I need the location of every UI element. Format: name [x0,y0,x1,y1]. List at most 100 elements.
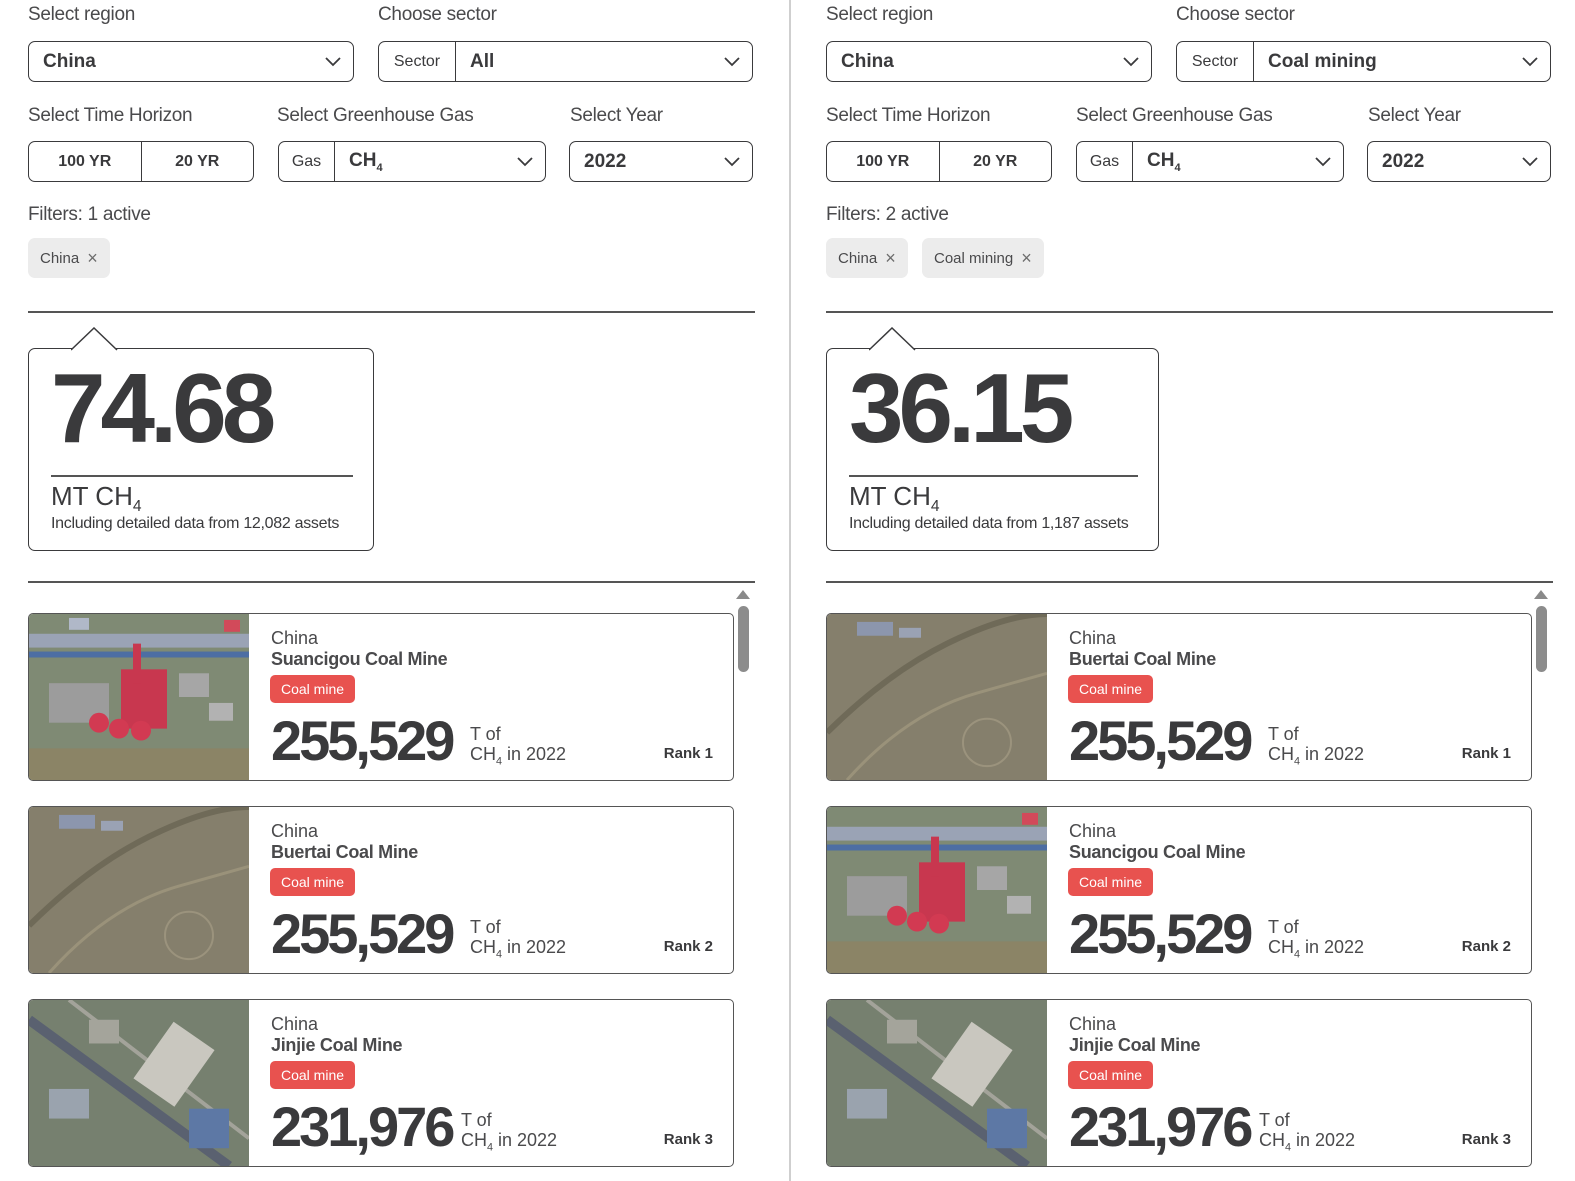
asset-rank: Rank 1 [663,745,713,762]
year-label: Select Year [570,105,663,126]
section-divider [28,581,755,583]
asset-emissions-value: 255,529 [1069,902,1253,965]
sector-prefix: Sector [379,42,456,81]
sector-badge: Coal mine [270,868,356,896]
horizon-option-20yr[interactable]: 20 YR [938,142,1052,181]
filter-chip-coal-mining[interactable]: Coal mining × [922,238,1044,278]
year-select-value: 2022 [584,150,627,172]
asset-country: China [1069,628,1117,648]
region-label: Select region [826,4,934,25]
region-label: Select region [28,4,136,25]
chevron-down-icon [517,156,533,166]
callout-notch [71,327,118,351]
scrollbar-thumb[interactable] [1536,606,1547,672]
asset-emissions-value: 231,976 [1069,1095,1253,1158]
asset-name: Jinjie Coal Mine [271,1035,403,1055]
asset-card[interactable]: China Buertai Coal Mine Coal mine 255,52… [826,613,1532,781]
kpi-divider [849,475,1138,477]
close-icon[interactable]: × [885,247,896,268]
asset-emissions-unit: T of CH4 in 2022 [1268,724,1365,768]
asset-emissions-value: 255,529 [1069,709,1253,772]
asset-name: Jinjie Coal Mine [1069,1035,1201,1055]
time-horizon-toggle: 100 YR 20 YR [28,141,254,182]
scroll-up-icon[interactable] [736,590,750,599]
gas-select-value: CH4 [1147,149,1181,174]
sector-select[interactable]: Sector All [378,41,753,82]
year-select[interactable]: 2022 [1367,141,1551,182]
total-emissions-unit: MT CH4 [51,481,142,516]
year-select-value: 2022 [1382,150,1425,172]
chevron-down-icon [1522,156,1538,166]
asset-emissions-value: 255,529 [271,709,455,772]
sector-badge: Coal mine [270,675,356,703]
satellite-image [29,614,249,780]
filter-chip-label: China [40,249,80,267]
gas-select[interactable]: Gas CH4 [1076,141,1344,182]
time-horizon-label: Select Time Horizon [28,105,193,126]
asset-rank: Rank 2 [663,938,713,955]
chevron-down-icon [1123,56,1139,66]
total-emissions-card: 36.15 MT CH4 Including detailed data fro… [826,327,1159,551]
sector-prefix: Sector [1177,42,1254,81]
panel-divider [789,0,791,1181]
close-icon[interactable]: × [1021,247,1032,268]
sector-select-value: All [470,50,495,72]
asset-country: China [1069,1014,1117,1034]
total-emissions-value: 74.68 [51,353,276,463]
time-horizon-label: Select Time Horizon [826,105,991,126]
total-emissions-value: 36.15 [849,353,1074,463]
chevron-down-icon [1315,156,1331,166]
year-select[interactable]: 2022 [569,141,753,182]
asset-emissions-unit: T of CH4 in 2022 [1259,1110,1356,1154]
asset-rank: Rank 2 [1461,938,1511,955]
satellite-image [827,1000,1047,1166]
sector-select-value: Coal mining [1268,50,1377,72]
scrollbar-thumb[interactable] [738,606,749,672]
asset-name: Buertai Coal Mine [1069,649,1216,669]
satellite-image [29,807,249,973]
sector-label: Choose sector [1176,4,1295,25]
asset-card[interactable]: China Buertai Coal Mine Coal mine 255,52… [28,806,734,974]
asset-card[interactable]: China Suancigou Coal Mine Coal mine 255,… [826,806,1532,974]
asset-card[interactable]: China Jinjie Coal Mine Coal mine 231,976… [28,999,734,1167]
sector-select[interactable]: Sector Coal mining [1176,41,1551,82]
region-select[interactable]: China [28,41,354,82]
gas-label: Select Greenhouse Gas [1076,105,1273,126]
asset-emissions-unit: T of CH4 in 2022 [461,1110,558,1154]
sector-badge: Coal mine [1068,868,1154,896]
asset-emissions-value: 255,529 [271,902,455,965]
asset-country: China [271,821,319,841]
filters-count: Filters: 2 active [826,204,949,225]
gas-select[interactable]: Gas CH4 [278,141,546,182]
assets-note: Including detailed data from 1,187 asset… [849,515,1129,532]
horizon-option-20yr[interactable]: 20 YR [140,142,254,181]
region-select-value: China [43,50,96,72]
horizon-option-100yr[interactable]: 100 YR [58,152,112,170]
gas-label: Select Greenhouse Gas [277,105,474,126]
region-select[interactable]: China [826,41,1152,82]
gas-select-value: CH4 [349,149,383,174]
asset-country: China [271,1014,319,1034]
gas-prefix: Gas [279,142,335,181]
satellite-image [827,807,1047,973]
year-label: Select Year [1368,105,1461,126]
asset-emissions-unit: T of CH4 in 2022 [1268,917,1365,961]
asset-card[interactable]: China Suancigou Coal Mine Coal mine 255,… [28,613,734,781]
chevron-down-icon [325,56,341,66]
explorer-panel-right: Select region Choose sector China Sector… [826,0,1561,1181]
scroll-up-icon[interactable] [1534,590,1548,599]
chevron-down-icon [724,156,740,166]
filter-chip-china[interactable]: China × [28,238,110,278]
asset-emissions-unit: T of CH4 in 2022 [470,724,567,768]
sector-badge: Coal mine [1068,675,1154,703]
asset-card[interactable]: China Jinjie Coal Mine Coal mine 231,976… [826,999,1532,1167]
region-select-value: China [841,50,894,72]
asset-rank: Rank 1 [1461,745,1511,762]
section-divider [28,311,755,313]
close-icon[interactable]: × [87,247,98,268]
filter-chip-china[interactable]: China × [826,238,908,278]
section-divider [826,311,1553,313]
filters-count: Filters: 1 active [28,204,151,225]
horizon-option-100yr[interactable]: 100 YR [856,152,910,170]
sector-label: Choose sector [378,4,497,25]
